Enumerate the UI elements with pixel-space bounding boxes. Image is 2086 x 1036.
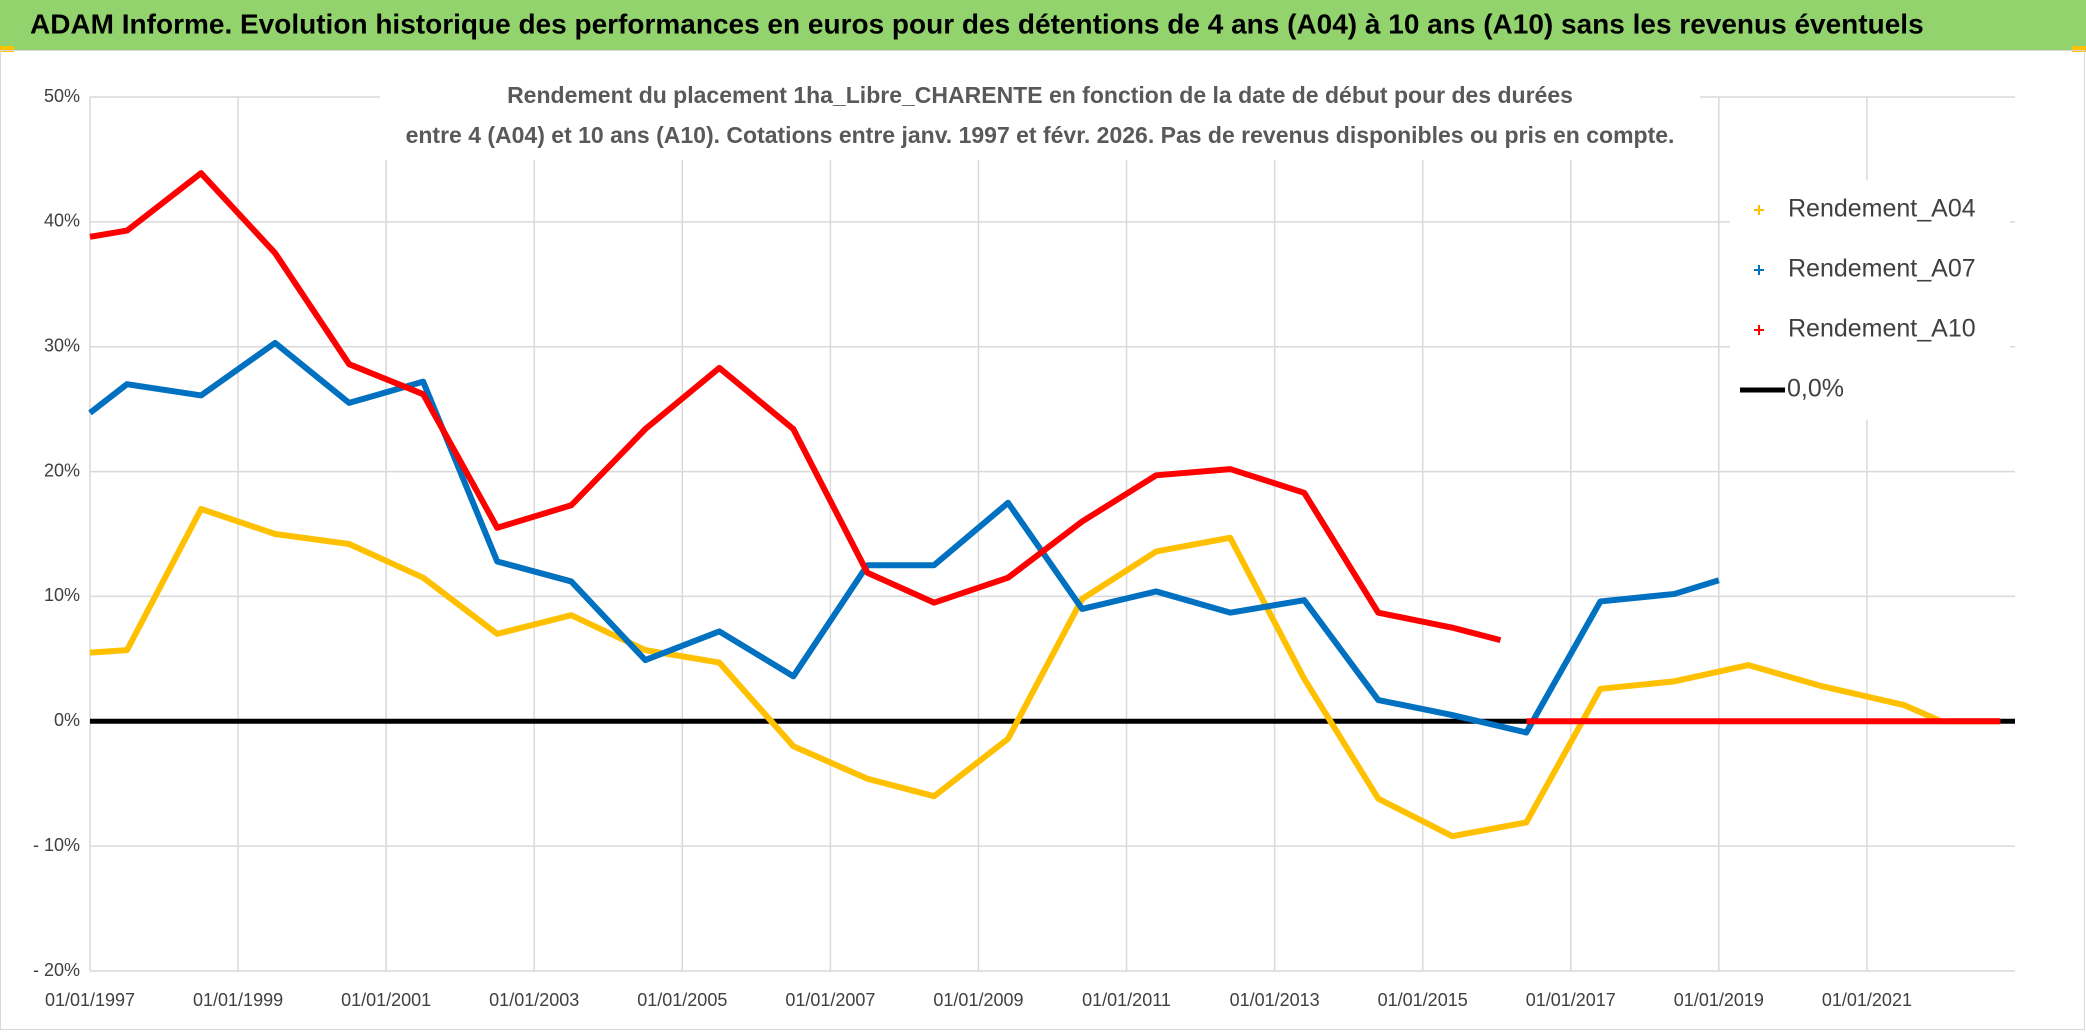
x-tick-label: 01/01/2001 (341, 990, 431, 1010)
legend-label: Rendement_A04 (1788, 195, 1976, 223)
subtitle: Rendement du placement 1ha_Libre_CHARENT… (507, 82, 1573, 108)
y-tick-label: - 20% (33, 960, 80, 980)
y-tick-label: 40% (44, 211, 80, 231)
x-tick-label: 01/01/1999 (193, 990, 283, 1010)
corner (0, 46, 14, 52)
x-tick-label: 01/01/2011 (1082, 990, 1171, 1010)
subtitle-bg (380, 78, 1700, 160)
x-tick-label: 01/01/2005 (637, 990, 727, 1010)
y-tick-label: 10% (44, 585, 80, 605)
frame (0, 50, 2085, 1030)
y-tick-label: 0% (54, 710, 80, 730)
legend-symbol (1754, 325, 1764, 335)
x-tick-label: 01/01/2021 (1822, 990, 1912, 1010)
x-tick-label: 01/01/2015 (1378, 990, 1468, 1010)
y-tick-label: 50% (44, 86, 80, 106)
title-bar (0, 0, 2086, 50)
legend-label: Rendement_A07 (1788, 255, 1976, 283)
x-tick-label: 01/01/2013 (1230, 990, 1320, 1010)
legend-label: Rendement_A10 (1788, 315, 1976, 343)
y-tick-label: - 10% (33, 835, 80, 855)
x-tick-label: 01/01/2003 (489, 990, 579, 1010)
legend-label: 0,0% (1787, 375, 1844, 403)
legend-symbol (1754, 205, 1764, 215)
corner (2072, 46, 2086, 52)
subtitle: entre 4 (A04) et 10 ans (A10). Cotations… (406, 122, 1675, 148)
legend-symbol (1754, 265, 1764, 275)
x-tick-label: 01/01/2007 (785, 990, 875, 1010)
x-tick-label: 01/01/2017 (1526, 990, 1616, 1010)
x-tick-label: 01/01/2009 (933, 990, 1023, 1010)
series-line (89, 506, 2001, 840)
x-tick-label: 01/01/1997 (45, 990, 135, 1010)
chart-title: ADAM Informe. Evolution historique des p… (30, 8, 1924, 39)
series-line (89, 170, 1502, 644)
x-tick-label: 01/01/2019 (1674, 990, 1764, 1010)
series-line (88, 339, 1720, 736)
y-tick-label: 20% (44, 460, 80, 480)
legend-bg (1730, 180, 2010, 420)
y-tick-label: 30% (44, 335, 80, 355)
